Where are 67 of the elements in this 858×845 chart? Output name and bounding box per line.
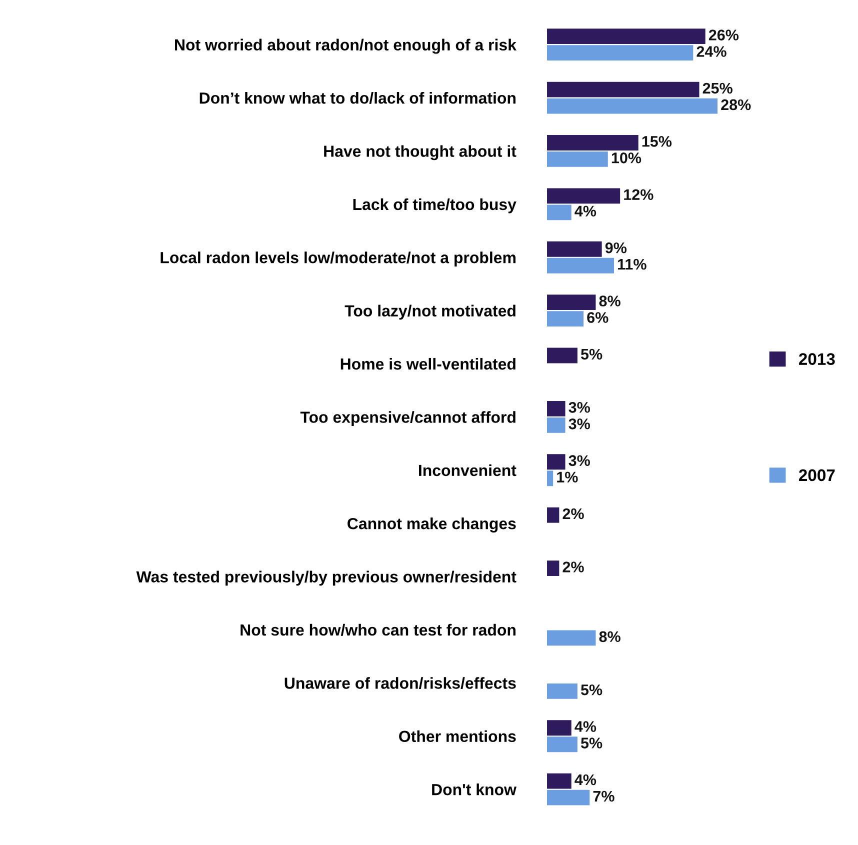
bar	[547, 720, 572, 736]
data-label: 25%	[702, 82, 732, 94]
data-label: 8%	[599, 631, 620, 642]
bar	[547, 790, 590, 806]
y-tick-label: Inconvenient	[419, 464, 516, 476]
data-label: 11%	[618, 258, 646, 270]
bar	[547, 630, 596, 646]
data-label: 24%	[696, 46, 726, 57]
y-tick-label: Don’t know what to do/lack of information	[200, 92, 516, 104]
data-label: 15%	[642, 136, 672, 147]
bar	[547, 258, 614, 274]
y-tick-label: Have not thought about it	[324, 145, 516, 160]
y-tick-label: Not worried about radon/not enough of a risk	[175, 38, 516, 54]
bar	[547, 773, 572, 789]
data-label: 9%	[605, 242, 627, 254]
data-label: 3%	[568, 455, 590, 466]
bar	[547, 417, 566, 433]
y-tick-label: Not sure how/who can test for radon	[240, 624, 516, 636]
bar	[547, 311, 584, 327]
y-tick-label: Local radon levels low/moderate/not a problem	[160, 252, 516, 266]
data-label: 1%	[557, 472, 578, 482]
data-label: 5%	[580, 348, 602, 360]
y-tick-label: Was tested previously/by previous owner/resident	[136, 570, 516, 586]
bar	[547, 736, 578, 752]
data-label: 3%	[568, 402, 590, 413]
bar	[547, 98, 718, 114]
y-tick-label: Home is well-ventilated	[340, 358, 516, 370]
legend-label: 2007	[798, 469, 835, 482]
y-tick-label: Too expensive/cannot afford	[300, 411, 516, 426]
data-label: 8%	[599, 296, 620, 306]
bar	[547, 400, 566, 416]
bar	[547, 188, 620, 204]
data-label: 3%	[568, 418, 590, 430]
bar	[547, 683, 578, 699]
data-label: 2%	[562, 508, 584, 520]
data-label: 28%	[721, 99, 751, 110]
data-label: 2%	[562, 562, 584, 572]
data-label: 5%	[580, 738, 602, 748]
data-label: 4%	[574, 206, 596, 216]
data-label: 7%	[593, 790, 614, 802]
bar	[547, 241, 602, 257]
data-label: 10%	[612, 152, 642, 164]
bar	[547, 135, 638, 150]
legend-label: 2013	[798, 353, 835, 366]
data-label: 4%	[574, 721, 596, 732]
y-tick-label: Unaware of radon/risks/effects	[284, 677, 516, 690]
data-label: 4%	[574, 774, 596, 786]
y-tick-label: Don't know	[432, 784, 516, 796]
bar	[547, 204, 572, 220]
bar	[547, 454, 566, 470]
bar	[547, 560, 560, 576]
y-tick-label: Too lazy/not motivated	[344, 304, 516, 320]
bar	[547, 348, 578, 364]
bar	[547, 507, 560, 523]
data-label: 5%	[580, 684, 602, 696]
bar	[547, 82, 700, 98]
bar	[547, 470, 554, 486]
bar	[547, 294, 596, 310]
y-tick-label: Lack of time/too busy	[353, 198, 516, 214]
y-tick-label: Cannot make changes	[348, 518, 516, 533]
bar	[547, 152, 608, 167]
data-label: 6%	[587, 312, 608, 323]
bar	[547, 45, 694, 61]
y-tick-label: Other mentions	[399, 730, 516, 742]
data-label: 26%	[708, 30, 739, 40]
bar	[547, 28, 706, 44]
data-label: 12%	[624, 189, 654, 200]
